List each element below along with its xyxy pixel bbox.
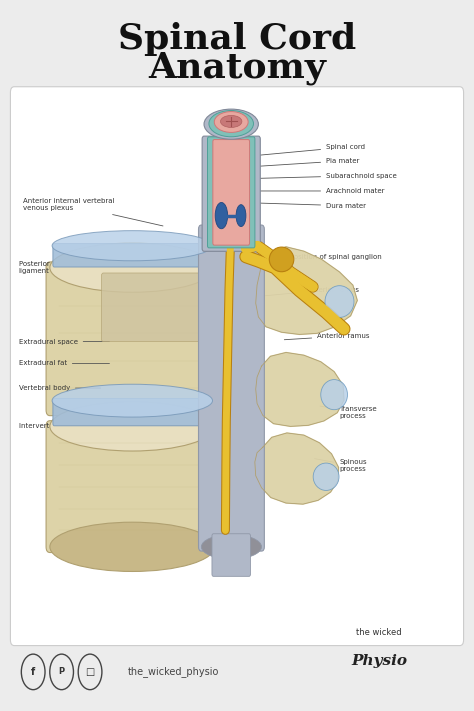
Ellipse shape <box>50 402 215 451</box>
Text: □: □ <box>85 667 95 677</box>
Text: Anterior internal vertebral
venous plexus: Anterior internal vertebral venous plexu… <box>23 198 163 226</box>
Text: Transverse
process: Transverse process <box>320 406 377 419</box>
Ellipse shape <box>215 203 228 229</box>
Text: f: f <box>31 667 35 677</box>
Ellipse shape <box>52 384 212 417</box>
Ellipse shape <box>50 522 215 572</box>
Text: Vertebral body: Vertebral body <box>18 385 100 391</box>
Text: Extradural space: Extradural space <box>18 338 109 345</box>
FancyBboxPatch shape <box>101 273 203 341</box>
Ellipse shape <box>52 230 212 261</box>
FancyBboxPatch shape <box>199 225 264 551</box>
Text: Position of spinal ganglion: Position of spinal ganglion <box>255 254 382 267</box>
Text: Spinal cord: Spinal cord <box>260 144 365 155</box>
FancyBboxPatch shape <box>208 137 255 248</box>
Ellipse shape <box>209 110 254 137</box>
Text: the_wicked_physio: the_wicked_physio <box>128 666 219 678</box>
Polygon shape <box>255 353 344 427</box>
Ellipse shape <box>236 205 246 227</box>
Ellipse shape <box>313 463 339 491</box>
FancyBboxPatch shape <box>10 87 464 646</box>
Text: Pia mater: Pia mater <box>260 158 359 166</box>
Text: Extradural fat: Extradural fat <box>18 360 109 366</box>
Text: P: P <box>59 668 64 676</box>
FancyBboxPatch shape <box>213 139 249 245</box>
Text: Anterior ramus: Anterior ramus <box>284 333 370 340</box>
Text: Spinous
process: Spinous process <box>315 459 367 472</box>
Ellipse shape <box>321 380 347 410</box>
Text: Anatomy: Anatomy <box>148 50 326 85</box>
FancyBboxPatch shape <box>212 534 250 577</box>
Ellipse shape <box>214 112 248 132</box>
FancyBboxPatch shape <box>202 136 260 251</box>
Ellipse shape <box>50 243 215 292</box>
Text: the wicked: the wicked <box>356 629 402 637</box>
FancyBboxPatch shape <box>53 399 212 426</box>
Ellipse shape <box>204 109 258 139</box>
Ellipse shape <box>201 535 262 559</box>
Text: Dura mater: Dura mater <box>260 203 366 209</box>
Ellipse shape <box>325 286 354 317</box>
FancyBboxPatch shape <box>53 244 212 267</box>
Ellipse shape <box>220 115 242 127</box>
Text: Arachnoid mater: Arachnoid mater <box>260 188 384 194</box>
Text: Posterior longitudinal
ligament: Posterior longitudinal ligament <box>18 261 132 278</box>
Text: Intervertebral disc: Intervertebral disc <box>18 414 92 429</box>
Text: Spinal Cord: Spinal Cord <box>118 22 356 56</box>
FancyBboxPatch shape <box>46 421 219 552</box>
FancyBboxPatch shape <box>46 262 219 416</box>
Text: Physio: Physio <box>351 654 407 668</box>
Polygon shape <box>255 433 338 504</box>
Text: Posterior ramus: Posterior ramus <box>264 287 359 296</box>
Text: Subarachnoid space: Subarachnoid space <box>260 173 397 178</box>
Ellipse shape <box>269 247 294 272</box>
Polygon shape <box>255 247 357 334</box>
